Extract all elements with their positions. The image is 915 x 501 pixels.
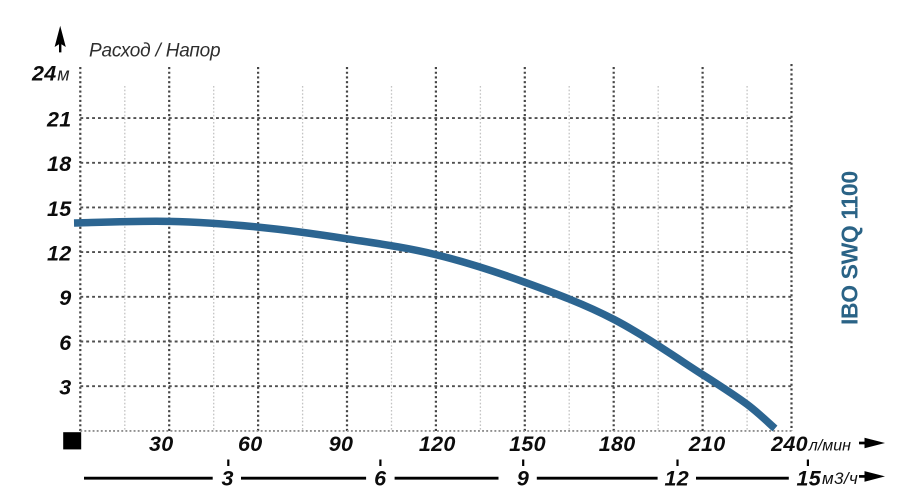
svg-text:60: 60	[238, 432, 263, 456]
svg-text:180: 180	[599, 432, 636, 456]
svg-text:6: 6	[59, 331, 72, 355]
svg-text:3: 3	[59, 376, 71, 400]
svg-text:12: 12	[665, 466, 690, 490]
svg-text:30: 30	[149, 432, 174, 456]
svg-text:9: 9	[59, 286, 71, 310]
svg-text:л/мин: л/мин	[808, 438, 851, 455]
svg-text:120: 120	[419, 432, 456, 456]
svg-text:15: 15	[47, 197, 72, 221]
svg-text:150: 150	[509, 432, 546, 456]
svg-text:м: м	[57, 65, 69, 85]
svg-text:24: 24	[31, 62, 57, 86]
svg-text:9: 9	[517, 466, 529, 490]
svg-text:3: 3	[221, 466, 233, 490]
svg-text:6: 6	[374, 466, 387, 490]
svg-text:12: 12	[47, 242, 72, 266]
svg-text:Расход / Напор: Расход / Напор	[89, 40, 220, 61]
svg-text:21: 21	[46, 108, 72, 132]
svg-text:IBO SWQ 1100: IBO SWQ 1100	[837, 171, 863, 325]
svg-text:15: 15	[797, 466, 822, 490]
svg-text:240: 240	[770, 432, 808, 456]
svg-text:18: 18	[47, 152, 72, 176]
svg-text:м3/ч: м3/ч	[822, 469, 858, 488]
svg-text:90: 90	[329, 432, 354, 456]
svg-text:210: 210	[688, 432, 726, 456]
